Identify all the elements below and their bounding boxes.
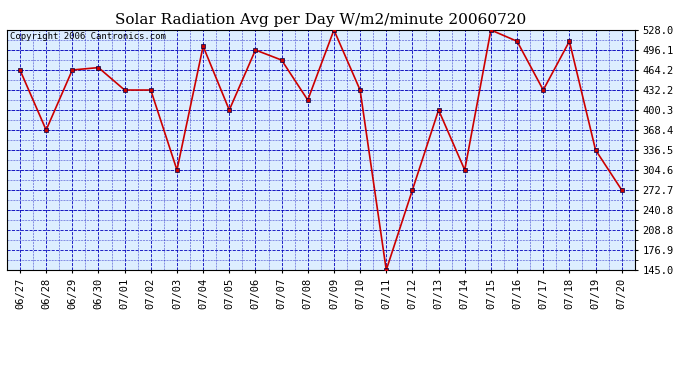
Title: Solar Radiation Avg per Day W/m2/minute 20060720: Solar Radiation Avg per Day W/m2/minute … [115,13,526,27]
Text: Copyright 2006 Cantronics.com: Copyright 2006 Cantronics.com [10,32,166,41]
